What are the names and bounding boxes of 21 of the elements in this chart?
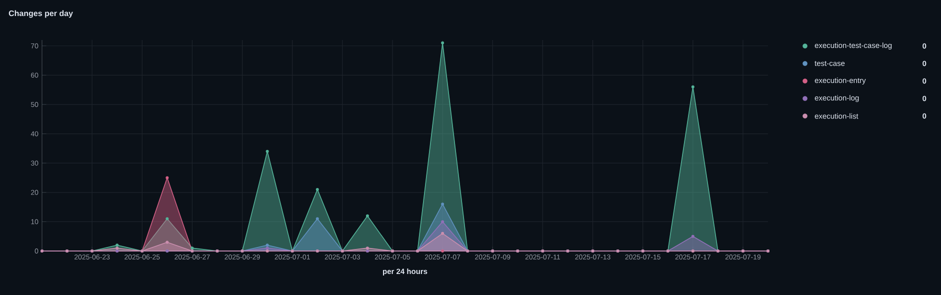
point [366,214,369,218]
point [166,240,169,244]
chart-title: Changes per day [8,10,73,18]
point [266,150,269,153]
point [166,176,169,180]
point [190,246,194,250]
point [316,188,319,191]
point [116,246,119,250]
point [441,232,444,235]
point [116,244,119,247]
point [166,217,169,220]
point [691,234,694,238]
point [441,220,444,224]
point [441,41,444,44]
point [366,246,369,250]
point [266,246,269,250]
point [441,202,444,206]
point [316,217,319,220]
point [266,244,269,247]
point [441,250,444,252]
point [691,85,694,88]
